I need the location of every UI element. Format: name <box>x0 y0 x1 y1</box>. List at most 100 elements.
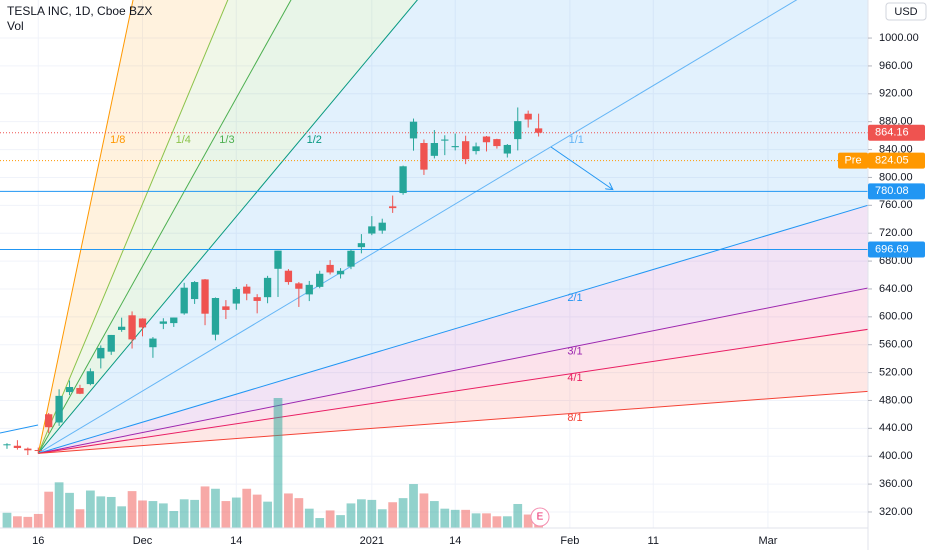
fan-label: 1/1 <box>569 134 584 146</box>
volume-bar <box>85 490 95 528</box>
volume-bar <box>96 496 106 528</box>
candle-body <box>190 282 199 300</box>
x-tick-label: 14 <box>449 535 461 547</box>
price-label-box <box>868 152 925 169</box>
volume-bar <box>419 493 429 528</box>
y-tick-label: 800.00 <box>879 171 913 183</box>
x-tick-label: 16 <box>32 535 44 547</box>
fan-label: 1/4 <box>176 134 191 146</box>
candle-body <box>503 144 511 154</box>
event-label: E <box>537 512 544 523</box>
candle-body <box>326 264 334 273</box>
volume-bar <box>2 512 12 528</box>
price-label-box <box>868 183 925 200</box>
candle-body <box>253 297 261 301</box>
fan-label: 1/2 <box>307 134 322 146</box>
volume-bar <box>336 515 345 528</box>
volume-bar <box>492 516 502 528</box>
volume-bar <box>263 501 272 528</box>
volume-bar <box>221 501 231 528</box>
y-tick-label: 880.00 <box>879 116 913 128</box>
candle-body <box>534 128 543 133</box>
volume-bar <box>513 503 523 528</box>
volume-bar <box>398 498 408 528</box>
volume-label: Vol <box>7 19 24 33</box>
volume-bar <box>211 488 220 528</box>
candle-body <box>461 141 470 160</box>
candle-body <box>180 287 188 314</box>
volume-bar <box>33 513 43 528</box>
candle-body <box>409 121 418 139</box>
y-tick-label: 720.00 <box>879 227 913 239</box>
volume-bar <box>75 509 85 528</box>
candle-body <box>482 136 491 143</box>
candle-body <box>128 315 136 340</box>
y-tick-label: 600.00 <box>879 311 913 323</box>
volume-bar <box>388 502 398 528</box>
candle-body <box>263 277 272 298</box>
volume-bar <box>284 493 293 528</box>
candle-body <box>24 448 32 451</box>
candle-body <box>243 286 251 294</box>
volume-bar <box>23 516 33 528</box>
volume-bar <box>179 499 189 528</box>
volume-bar <box>65 492 74 528</box>
candle-body <box>420 143 428 170</box>
gann-fan: 1/8 1/4 1/3 1/2 1/1 2/1 3/1 4/1 8/1 <box>37 0 868 454</box>
currency-box[interactable] <box>885 2 927 21</box>
volume-bar <box>148 501 158 528</box>
volume-bar <box>242 488 252 528</box>
x-tick-label: Mar <box>758 535 777 547</box>
y-tick-label: 840.00 <box>879 143 913 155</box>
x-tick-label: 2021 <box>360 535 384 547</box>
candle-body <box>45 414 53 428</box>
price-tag-box <box>838 152 868 169</box>
candle-body <box>117 326 126 330</box>
candle-body <box>55 395 63 423</box>
candle-body <box>76 387 84 394</box>
candle-body <box>493 139 501 147</box>
candle-body <box>368 226 376 234</box>
candle-body <box>441 139 449 141</box>
volume-bar <box>44 491 54 528</box>
price-label-box <box>868 241 925 258</box>
candle-body <box>86 371 95 385</box>
y-tick-label: 1000.00 <box>879 32 919 44</box>
volume-bar <box>450 509 460 528</box>
volume-bar <box>502 516 512 528</box>
grid <box>0 0 868 528</box>
price-label-box <box>868 124 925 141</box>
fan-label: 4/1 <box>567 372 582 384</box>
candle-body <box>274 250 282 269</box>
volume-bar <box>127 491 137 528</box>
candle-body <box>284 270 293 283</box>
volume-bar <box>13 516 22 528</box>
candle-body <box>222 306 230 310</box>
price-tag: Pre <box>844 155 861 167</box>
volume-bar <box>315 518 325 528</box>
volume-bar <box>158 503 168 528</box>
candle-body <box>34 450 42 452</box>
x-tick-label: Dec <box>133 535 153 547</box>
price-labels: 864.16 824.05 Pre 780.08 696.69 <box>838 124 925 258</box>
price-label: 864.16 <box>875 127 909 139</box>
candle-body <box>514 121 522 140</box>
volume-bar <box>429 501 439 528</box>
x-tick-label: 11 <box>648 535 659 547</box>
volume-bar <box>357 499 366 528</box>
fan-label: 8/1 <box>567 412 582 424</box>
candle-body <box>107 334 115 352</box>
volume-bar <box>273 398 283 528</box>
volume-bar <box>252 494 262 528</box>
fan-label: 1/8 <box>110 134 125 146</box>
fan-line <box>38 287 868 454</box>
candle-body <box>451 146 459 148</box>
event-marker[interactable] <box>530 507 550 527</box>
candle-body <box>138 318 147 328</box>
y-tick-label: 400.00 <box>879 450 913 462</box>
volume-bar <box>523 514 533 528</box>
volume-bar <box>377 509 387 528</box>
candle-body <box>316 273 324 287</box>
volume-bar <box>231 497 241 528</box>
